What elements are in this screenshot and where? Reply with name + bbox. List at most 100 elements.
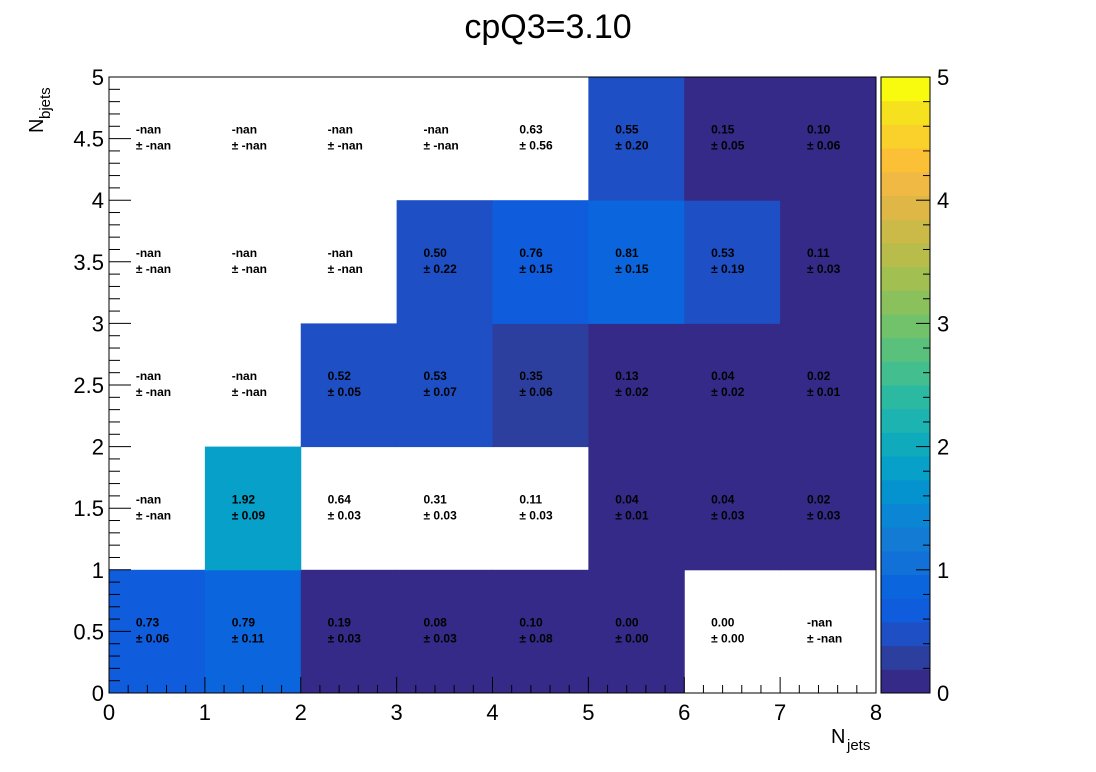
cell-value-label: -nan xyxy=(328,246,353,260)
cell-value-label: 0.31 xyxy=(423,492,447,506)
cell-error-label: ± -nan xyxy=(232,262,267,276)
cell-error-label: ± 0.03 xyxy=(807,508,841,522)
y-axis-label: N bjets xyxy=(26,87,54,133)
cell-value-label: 0.64 xyxy=(328,492,352,506)
cell-value-label: 0.08 xyxy=(423,615,447,629)
cell-value-label: -nan xyxy=(136,492,161,506)
cell-value-label: 0.35 xyxy=(519,369,543,383)
color-scale-frame xyxy=(880,76,931,694)
color-scale-swatch xyxy=(881,290,930,315)
color-scale-swatch xyxy=(881,124,930,149)
x-tick-label: 1 xyxy=(199,700,211,725)
cell-value-label: 1.92 xyxy=(232,492,256,506)
heatmap-cell xyxy=(396,323,493,448)
z-tick-label: 4 xyxy=(937,188,949,213)
x-tick-label: 6 xyxy=(678,700,690,725)
cell-error-label: ± 0.03 xyxy=(423,508,457,522)
chart-title: cpQ3=3.10 xyxy=(464,8,631,46)
heatmap-cell xyxy=(396,569,493,694)
cell-error-label: ± -nan xyxy=(136,139,171,153)
color-scale-swatch xyxy=(881,669,930,694)
color-scale-swatch xyxy=(881,503,930,528)
color-scale-swatch xyxy=(881,527,930,552)
cell-value-label: -nan xyxy=(232,369,257,383)
x-tick-label: 4 xyxy=(486,700,498,725)
cell-value-label: 0.10 xyxy=(807,123,831,137)
color-scale-swatch xyxy=(881,242,930,268)
x-tick-label: 5 xyxy=(582,700,594,725)
color-scale-swatch xyxy=(881,313,930,339)
heatmap-cell xyxy=(684,200,781,324)
cell-value-label: 0.15 xyxy=(711,123,735,137)
x-axis-label-main: N xyxy=(831,726,845,748)
heatmap-cell xyxy=(204,569,302,694)
heatmap-cell xyxy=(684,323,781,448)
z-tick-label: 3 xyxy=(937,311,949,336)
cell-value-label: -nan xyxy=(423,123,448,137)
heatmap-cell xyxy=(300,569,398,694)
color-scale-swatch xyxy=(881,432,930,457)
color-scale-swatch xyxy=(881,361,930,386)
color-scale-swatch xyxy=(881,195,930,220)
cell-error-label: ± 0.06 xyxy=(136,631,170,645)
color-scale-swatch xyxy=(881,598,930,623)
cell-value-label: 0.04 xyxy=(615,492,639,506)
cell-error-label: ± -nan xyxy=(807,631,842,645)
color-scale-swatch xyxy=(881,77,930,102)
heatmap-cell xyxy=(204,446,302,571)
x-tick-label: 8 xyxy=(870,700,882,725)
cell-error-label: ± 0.02 xyxy=(615,385,649,399)
cell-error-label: ± -nan xyxy=(136,508,171,522)
cell-value-label: -nan xyxy=(328,123,353,137)
heatmap-cell xyxy=(588,446,685,571)
cell-error-label: ± 0.03 xyxy=(711,508,745,522)
cell-error-label: ± 0.06 xyxy=(519,385,553,399)
color-scale-swatch xyxy=(881,100,930,125)
z-tick-label: 0 xyxy=(937,681,949,706)
z-tick-label: 2 xyxy=(937,435,949,460)
heatmap-cell xyxy=(300,323,398,448)
cell-error-label: ± 0.01 xyxy=(615,508,649,522)
cell-error-label: ± 0.03 xyxy=(519,508,553,522)
cell-value-label: -nan xyxy=(136,123,161,137)
cell-value-label: 0.55 xyxy=(615,123,639,137)
y-tick-label: 4 xyxy=(92,188,104,213)
heatmap-cell xyxy=(588,200,685,324)
color-scale-swatch xyxy=(881,645,930,670)
color-scale: 0 1 2 3 4 5 xyxy=(880,65,949,706)
color-scale-swatch xyxy=(881,621,930,647)
cell-error-label: ± 0.05 xyxy=(328,385,362,399)
heatmap-cell xyxy=(588,323,685,448)
color-scale-swatch xyxy=(881,266,930,291)
cell-error-label: ± 0.06 xyxy=(807,139,841,153)
cell-error-label: ± 0.15 xyxy=(615,262,649,276)
y-tick-label: 0 xyxy=(92,681,104,706)
heatmap-cell xyxy=(396,200,493,324)
cell-error-label: ± -nan xyxy=(232,139,267,153)
cell-error-label: ± 0.03 xyxy=(807,262,841,276)
y-tick-label: 5 xyxy=(92,65,104,90)
y-tick-label: 0.5 xyxy=(73,619,104,644)
color-scale-swatch xyxy=(881,574,930,599)
y-tick-label: 1 xyxy=(92,558,104,583)
cell-value-label: 0.79 xyxy=(232,615,256,629)
cell-error-label: ± -nan xyxy=(328,262,363,276)
cell-error-label: ± 0.08 xyxy=(519,631,553,645)
cell-value-label: 0.63 xyxy=(519,123,543,137)
x-axis-label-sub: jets xyxy=(846,737,870,754)
z-tick-label: 1 xyxy=(937,558,949,583)
heatmap-cell xyxy=(684,77,781,201)
cell-value-label: -nan xyxy=(232,123,257,137)
color-scale-swatch xyxy=(881,456,930,481)
x-tick-label: 7 xyxy=(774,700,786,725)
heatmap-cell xyxy=(492,323,589,448)
y-tick-label: 2.5 xyxy=(73,373,104,398)
cell-error-label: ± 0.11 xyxy=(232,631,265,645)
cell-error-label: ± -nan xyxy=(232,385,267,399)
heatmap-cell xyxy=(780,200,877,324)
cell-value-label: 0.00 xyxy=(711,615,735,629)
y-tick-label: 1.5 xyxy=(73,496,104,521)
cell-value-label: 0.50 xyxy=(423,246,447,260)
heatmap-cell xyxy=(492,569,589,694)
